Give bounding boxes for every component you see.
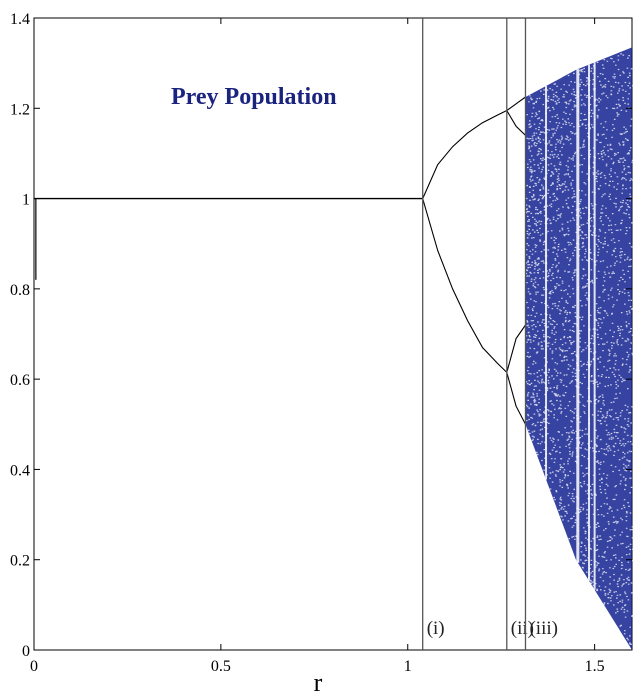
y-tick-label: 0.2 — [10, 553, 30, 570]
chaos-region — [525, 47, 633, 650]
x-tick-label: 0.5 — [211, 658, 231, 675]
x-tick-label: 1 — [404, 658, 412, 675]
y-tick-label: 0.6 — [10, 372, 30, 389]
period4-upper-inner-branch — [507, 111, 526, 136]
region-label-3: (iii) — [529, 618, 558, 639]
period2-upper-branch — [423, 111, 507, 199]
x-tick-label: 1.5 — [585, 658, 605, 675]
y-tick-label: 1 — [22, 192, 30, 209]
period4-lower-inner-branch — [507, 325, 526, 372]
bifurcation-curves — [34, 97, 526, 424]
period4-lower-outer-branch — [507, 372, 526, 424]
region-label-1: (i) — [427, 618, 445, 639]
period2-lower-branch — [423, 199, 507, 373]
y-tick-label: 0.4 — [10, 462, 30, 479]
y-tick-label: 1.4 — [10, 11, 30, 28]
y-tick-label: 1.2 — [10, 101, 30, 118]
y-tick-label: 0 — [22, 643, 30, 660]
chart-title: Prey Population — [171, 84, 337, 110]
period4-upper-outer-branch — [507, 97, 526, 111]
x-axis-label: r — [314, 668, 323, 693]
y-tick-label: 0.8 — [10, 282, 30, 299]
x-tick-label: 0 — [30, 658, 38, 675]
